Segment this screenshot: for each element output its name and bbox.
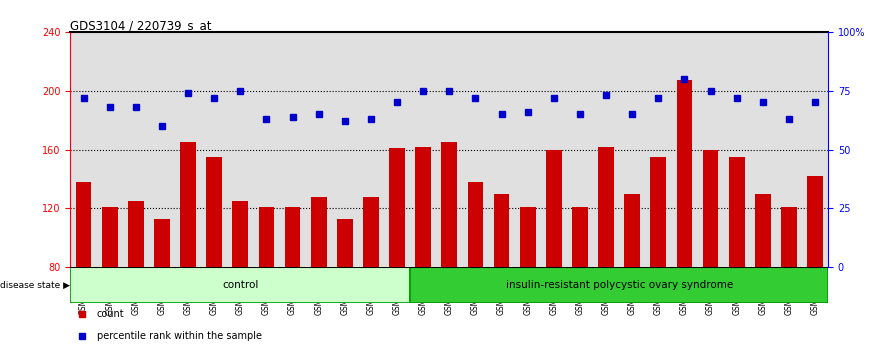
Text: GDS3104 / 220739_s_at: GDS3104 / 220739_s_at — [70, 19, 212, 32]
Bar — [149, 32, 175, 267]
Bar — [70, 267, 411, 303]
Bar — [76, 182, 92, 267]
Bar — [201, 32, 227, 267]
Bar — [441, 142, 457, 267]
Bar — [227, 32, 254, 267]
Bar — [411, 267, 828, 303]
Text: control: control — [222, 280, 258, 290]
Text: percentile rank within the sample: percentile rank within the sample — [97, 331, 262, 341]
Bar — [306, 32, 332, 267]
Bar — [122, 32, 149, 267]
Bar — [566, 32, 593, 267]
Bar — [415, 147, 431, 267]
Bar — [698, 32, 723, 267]
Bar — [807, 176, 823, 267]
Bar — [279, 32, 306, 267]
Bar — [181, 142, 196, 267]
Bar — [493, 194, 509, 267]
Bar — [254, 32, 279, 267]
Bar — [488, 32, 515, 267]
Text: insulin-resistant polycystic ovary syndrome: insulin-resistant polycystic ovary syndr… — [506, 280, 733, 290]
Bar — [358, 32, 384, 267]
Bar — [259, 207, 274, 267]
Bar — [154, 219, 170, 267]
Text: count: count — [97, 309, 124, 319]
Bar — [389, 148, 405, 267]
Text: disease state ▶: disease state ▶ — [1, 281, 70, 290]
Bar — [515, 32, 541, 267]
Bar — [520, 207, 536, 267]
Bar — [332, 32, 358, 267]
Bar — [729, 157, 744, 267]
Bar — [593, 32, 619, 267]
Bar — [70, 32, 97, 267]
Bar — [384, 32, 411, 267]
Bar — [102, 207, 117, 267]
Bar — [755, 194, 771, 267]
Bar — [468, 182, 484, 267]
Bar — [671, 32, 698, 267]
Bar — [750, 32, 776, 267]
Bar — [128, 201, 144, 267]
Bar — [337, 219, 352, 267]
Bar — [97, 32, 122, 267]
Bar — [311, 196, 327, 267]
Bar — [650, 157, 666, 267]
Bar — [463, 32, 488, 267]
Bar — [625, 194, 640, 267]
Bar — [411, 32, 436, 267]
Bar — [776, 32, 802, 267]
Bar — [572, 207, 588, 267]
Bar — [206, 157, 222, 267]
Bar — [436, 32, 463, 267]
Bar — [285, 207, 300, 267]
Bar — [598, 147, 614, 267]
Bar — [363, 196, 379, 267]
Bar — [546, 149, 562, 267]
Bar — [233, 201, 248, 267]
Bar — [645, 32, 671, 267]
Bar — [541, 32, 566, 267]
Bar — [175, 32, 201, 267]
Bar — [781, 207, 796, 267]
Bar — [619, 32, 645, 267]
Bar — [723, 32, 750, 267]
Bar — [677, 80, 692, 267]
Bar — [802, 32, 828, 267]
Bar — [703, 149, 718, 267]
